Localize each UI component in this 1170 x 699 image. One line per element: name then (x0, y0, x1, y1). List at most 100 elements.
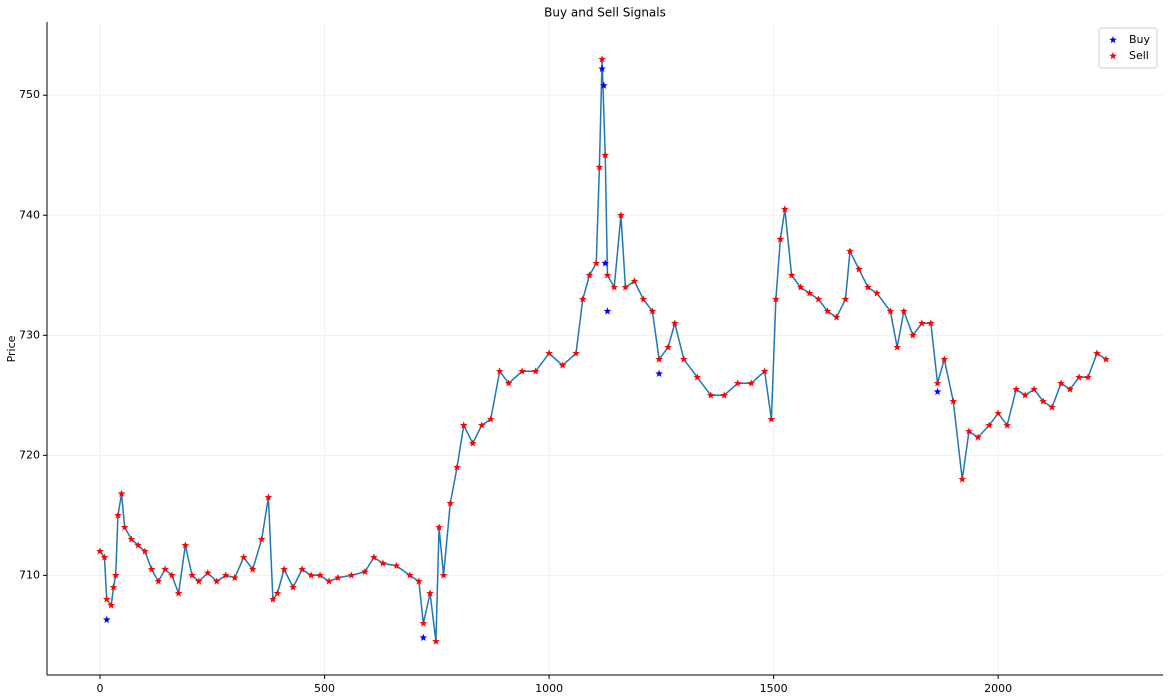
signal-marker (230, 573, 239, 582)
signal-marker (107, 601, 116, 609)
signal-marker (453, 463, 461, 471)
signal-marker (909, 331, 917, 339)
signal-marker (610, 283, 619, 291)
signal-marker (1057, 379, 1065, 387)
x-tick-label: 500 (314, 682, 335, 695)
signal-marker (102, 615, 111, 624)
x-tick-label: 1000 (535, 682, 563, 695)
signal-marker (181, 541, 190, 549)
signal-marker (257, 535, 266, 543)
signal-marker (347, 571, 356, 579)
signal-marker (558, 361, 567, 369)
y-axis-label: Price (5, 335, 18, 362)
legend-label: Sell (1129, 49, 1149, 62)
legend-marker (1109, 52, 1117, 60)
legend-marker (1109, 36, 1117, 44)
signal-marker (1093, 349, 1101, 357)
signal-marker (1039, 397, 1047, 405)
signal-marker (886, 307, 895, 315)
signal-marker (426, 589, 434, 597)
signal-marker (974, 433, 982, 441)
signal-marker (873, 289, 881, 297)
signal-marker (248, 565, 257, 573)
signal-marker (212, 577, 221, 585)
signal-marker (900, 307, 908, 315)
signal-marker (805, 289, 814, 297)
signal-marker (468, 439, 477, 447)
signal-marker (392, 561, 401, 569)
signal-marker (188, 571, 196, 579)
signal-marker (994, 409, 1002, 417)
signal-marker (435, 523, 443, 531)
signal-marker (477, 421, 486, 429)
signal-marker (598, 55, 606, 63)
signal-marker (459, 421, 468, 429)
signal-marker (823, 307, 832, 315)
signal-marker (918, 319, 926, 327)
signal-marker (127, 535, 136, 543)
signal-marker (603, 271, 612, 279)
signal-marker (415, 577, 423, 585)
signal-marker (518, 367, 526, 375)
signal-marker (1048, 403, 1056, 411)
signal-marker (720, 391, 729, 399)
signal-marker (1021, 391, 1029, 399)
signal-marker (841, 295, 850, 303)
signal-marker (585, 271, 594, 279)
signal-marker (239, 553, 248, 561)
signal-marker (680, 355, 688, 363)
signal-marker (141, 547, 149, 555)
signal-marker (572, 349, 580, 357)
signal-marker (203, 568, 212, 577)
signal-marker (361, 567, 369, 575)
signal-marker (1075, 373, 1083, 381)
signal-marker (316, 571, 324, 579)
signal-marker (102, 595, 111, 603)
signal-marker (370, 553, 378, 561)
signal-marker (495, 367, 504, 375)
signal-marker (120, 523, 129, 531)
x-tick-label: 0 (96, 682, 103, 695)
signal-marker (174, 589, 183, 597)
signal-marker (1012, 385, 1020, 393)
signal-marker (325, 577, 333, 585)
signal-marker (307, 571, 315, 579)
signal-marker (100, 553, 109, 561)
signal-marker (598, 64, 606, 73)
signal-marker (1030, 385, 1038, 393)
signal-marker (439, 571, 448, 579)
price-line (99, 59, 1107, 642)
signal-marker (419, 633, 428, 642)
signal-marker (117, 489, 126, 497)
signal-marker (621, 283, 630, 291)
signal-marker (600, 81, 608, 89)
y-tick-label: 740 (19, 208, 40, 221)
signal-marker (154, 577, 163, 585)
signal-marker (648, 307, 657, 315)
y-tick-label: 710 (19, 568, 40, 581)
signal-marker (855, 265, 863, 273)
signal-marker (864, 283, 872, 291)
signal-marker (168, 571, 176, 579)
signal-marker (269, 595, 277, 603)
signal-marker (96, 547, 104, 555)
y-tick-label: 750 (19, 88, 40, 101)
signal-marker (1066, 385, 1074, 393)
legend-label: Buy (1129, 33, 1151, 46)
signal-marker (264, 493, 273, 501)
signal-marker (933, 379, 942, 387)
signal-marker (432, 637, 440, 645)
signal-marker (111, 571, 120, 579)
signal-marker (787, 271, 796, 279)
signal-marker (379, 559, 387, 567)
signal-marker (940, 355, 949, 363)
x-tick-label: 1500 (760, 682, 788, 695)
signal-marker (796, 283, 805, 291)
signal-marker (161, 565, 169, 573)
signal-marker (504, 379, 513, 387)
signal-marker (706, 391, 715, 399)
signal-marker (603, 307, 612, 315)
signal-marker (446, 499, 455, 507)
signal-marker (298, 565, 306, 573)
signal-marker (965, 427, 973, 435)
